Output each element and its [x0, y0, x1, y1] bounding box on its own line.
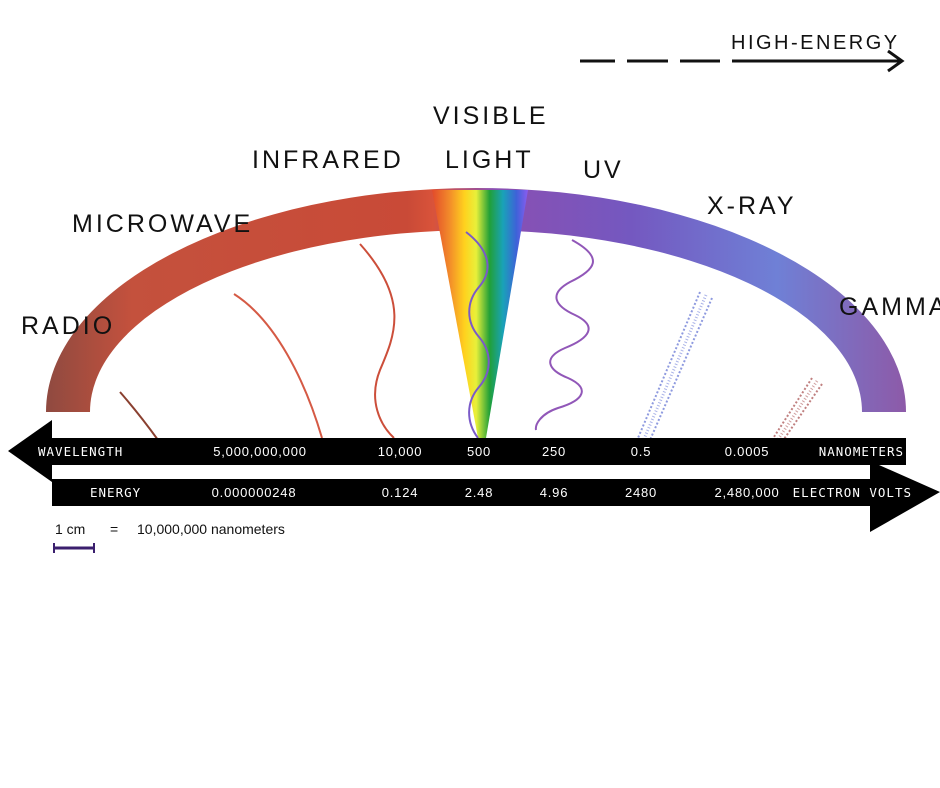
energy-value-2: 0.124: [382, 485, 419, 500]
energy-value-6: 2,480,000: [714, 485, 779, 500]
band-label-gamma: GAMMA: [839, 293, 940, 321]
energy-value-5: 2480: [625, 485, 657, 500]
band-label-visible: VISIBLE: [433, 102, 549, 130]
uv-wave-icon: [534, 239, 594, 431]
gamma-wave-icon: [771, 377, 823, 443]
scale-right-label: 10,000,000 nanometers: [137, 521, 285, 537]
energy-arrow: [52, 461, 940, 532]
band-label-microwave: MICROWAVE: [72, 210, 253, 238]
visible-light-wedge: [432, 190, 528, 438]
band-label-radio: RADIO: [21, 312, 115, 340]
wavelength-unit: NANOMETERS: [819, 444, 904, 459]
energy-value-3: 2.48: [465, 485, 494, 500]
band-label-light: LIGHT: [445, 146, 534, 174]
scale-left-label: 1 cm: [55, 521, 85, 537]
infrared-wave-icon: [359, 243, 396, 439]
radio-wave-icon: [119, 391, 159, 441]
band-label-xray: X-RAY: [707, 192, 797, 220]
microwave-wave-icon: [233, 293, 323, 439]
wavelength-arrow: [8, 420, 906, 482]
wavelength-label: WAVELENGTH: [38, 444, 123, 459]
wavelength-value-4: 250: [542, 444, 566, 459]
scale-bar: [53, 543, 95, 553]
xray-wave-icon: [637, 291, 713, 441]
energy-value-1: 0.000000248: [212, 485, 297, 500]
high-energy-arrow: [580, 49, 905, 73]
wavelength-value-1: 5,000,000,000: [213, 444, 307, 459]
wavelength-value-2: 10,000: [378, 444, 423, 459]
scale-equals: =: [110, 521, 118, 537]
high-energy-label: HIGH-ENERGY: [731, 32, 900, 54]
visible-light-wave-icon: [465, 231, 490, 439]
spectrum-arc-band: [46, 188, 906, 412]
energy-value-4: 4.96: [540, 485, 569, 500]
band-label-infrared: INFRARED: [252, 146, 404, 174]
wavelength-value-5: 0.5: [631, 444, 651, 459]
energy-label: ENERGY: [90, 485, 141, 500]
wavelength-value-3: 500: [467, 444, 491, 459]
energy-unit: ELECTRON VOLTS: [793, 485, 912, 500]
band-label-uv: UV: [583, 156, 624, 184]
wavelength-value-6: 0.0005: [725, 444, 770, 459]
